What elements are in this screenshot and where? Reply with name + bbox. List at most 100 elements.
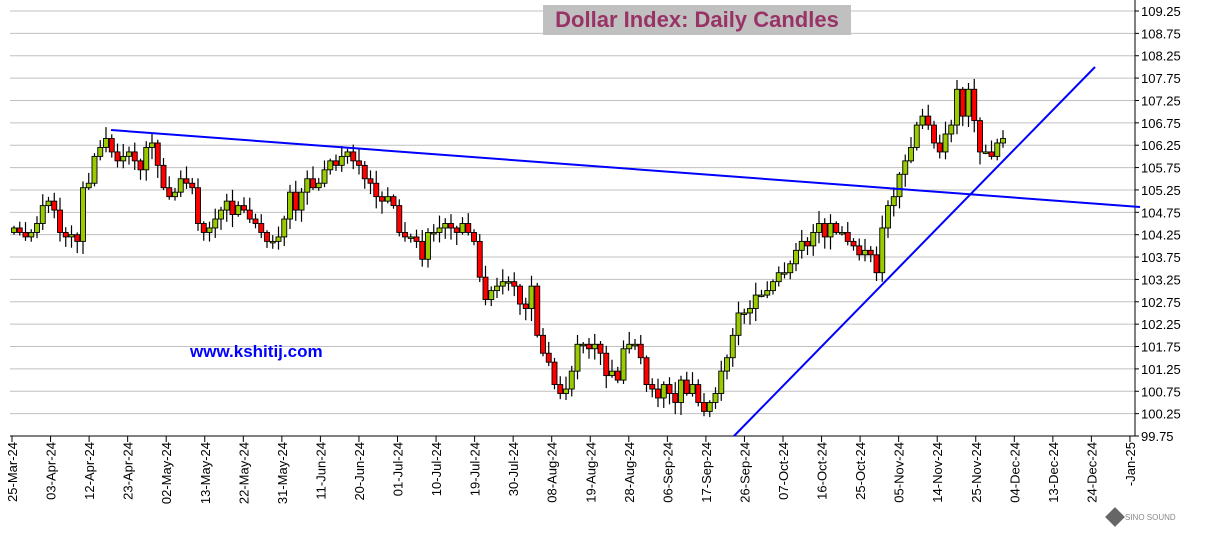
candle xyxy=(361,161,368,189)
candle xyxy=(45,196,52,214)
candle xyxy=(591,333,598,360)
candle xyxy=(488,286,495,307)
candle xyxy=(114,143,121,168)
candle-body xyxy=(517,285,523,305)
candle-body xyxy=(551,361,558,386)
candle xyxy=(229,189,236,228)
candle xyxy=(269,235,276,249)
candle-body xyxy=(258,223,265,233)
candle-body xyxy=(741,312,748,315)
candle-body xyxy=(396,205,403,233)
x-tick-label: 17-Sep-24 xyxy=(699,442,714,503)
candle xyxy=(896,172,903,209)
candle-body xyxy=(591,343,598,350)
candle-body xyxy=(660,384,667,399)
candle-body xyxy=(793,249,799,265)
candle-body xyxy=(252,218,259,224)
candle-body xyxy=(425,231,431,260)
candle-body xyxy=(678,379,684,403)
candle xyxy=(407,233,414,243)
candle-body xyxy=(338,155,345,166)
candle xyxy=(241,197,247,214)
y-tick-label: 102.25 xyxy=(1141,317,1181,332)
candle xyxy=(758,289,765,298)
x-tick-label: 04-Dec-24 xyxy=(1007,442,1022,503)
candle xyxy=(183,166,190,189)
candle xyxy=(959,87,966,127)
candle xyxy=(637,334,644,365)
candle xyxy=(609,359,615,378)
candle-body xyxy=(333,160,339,166)
candle-body xyxy=(827,223,834,238)
candle-body xyxy=(384,196,391,202)
candle-body xyxy=(701,401,707,412)
candle xyxy=(315,177,322,191)
candle-body xyxy=(637,343,644,359)
y-tick-label: 100.75 xyxy=(1141,384,1181,399)
candle-body xyxy=(540,334,546,354)
candle xyxy=(798,230,805,259)
x-tick-label: 06-Sep-24 xyxy=(660,442,675,503)
candle-body xyxy=(758,294,765,298)
candle-body xyxy=(22,231,29,238)
candle xyxy=(839,226,845,236)
candle-body xyxy=(356,160,362,166)
candle-body xyxy=(913,124,920,148)
x-tick-label: 22-May-24 xyxy=(236,442,251,504)
y-tick-label: 109.25 xyxy=(1141,4,1181,19)
candle xyxy=(971,78,978,133)
candle-body xyxy=(925,115,932,126)
candle-body xyxy=(804,240,811,247)
candle-body xyxy=(310,178,316,189)
candle xyxy=(16,221,23,236)
candle xyxy=(557,376,564,400)
candle xyxy=(287,184,293,230)
website-watermark: www.kshitij.com xyxy=(190,342,323,361)
candle xyxy=(11,225,17,235)
x-tick-label: 07-Oct-24 xyxy=(776,442,791,500)
corner-logo: SINO SOUND xyxy=(1105,504,1200,530)
candle xyxy=(833,221,840,235)
candle-body xyxy=(264,231,270,242)
candle-body xyxy=(735,312,742,336)
candle-body xyxy=(321,169,328,184)
candle xyxy=(494,277,500,299)
candle xyxy=(103,127,109,153)
candle xyxy=(321,160,328,188)
y-tick-label: 101.75 xyxy=(1141,340,1181,355)
x-tick-label: 28-Aug-24 xyxy=(622,442,637,503)
candle-body xyxy=(666,384,673,394)
candle-body xyxy=(206,227,213,233)
candle xyxy=(873,246,880,281)
candle xyxy=(166,176,173,200)
candle xyxy=(528,275,535,322)
candle xyxy=(925,104,932,130)
candle xyxy=(28,229,35,242)
candle xyxy=(85,172,92,190)
candle xyxy=(603,345,610,389)
candle-body xyxy=(68,234,75,238)
candle-body xyxy=(706,401,713,412)
candle xyxy=(540,328,546,357)
candle-body xyxy=(959,88,966,117)
candle-body xyxy=(419,240,426,260)
candle-body xyxy=(390,196,397,207)
candle xyxy=(436,215,443,243)
candle xyxy=(965,82,972,127)
candle xyxy=(810,224,817,256)
candle xyxy=(867,246,874,263)
candle-body xyxy=(183,178,190,184)
candle xyxy=(402,222,408,242)
candle xyxy=(131,142,138,170)
resistance-trendline xyxy=(110,129,1141,208)
candle-body xyxy=(494,285,500,292)
candle-body xyxy=(988,151,995,157)
x-tick-label: 01-Jul-24 xyxy=(391,442,406,496)
candle-body xyxy=(195,187,201,224)
candle xyxy=(264,230,270,248)
x-tick-label: 13-May-24 xyxy=(198,442,213,504)
candle xyxy=(517,283,523,315)
candle xyxy=(660,381,667,408)
candle xyxy=(787,260,794,280)
candle xyxy=(741,308,748,324)
